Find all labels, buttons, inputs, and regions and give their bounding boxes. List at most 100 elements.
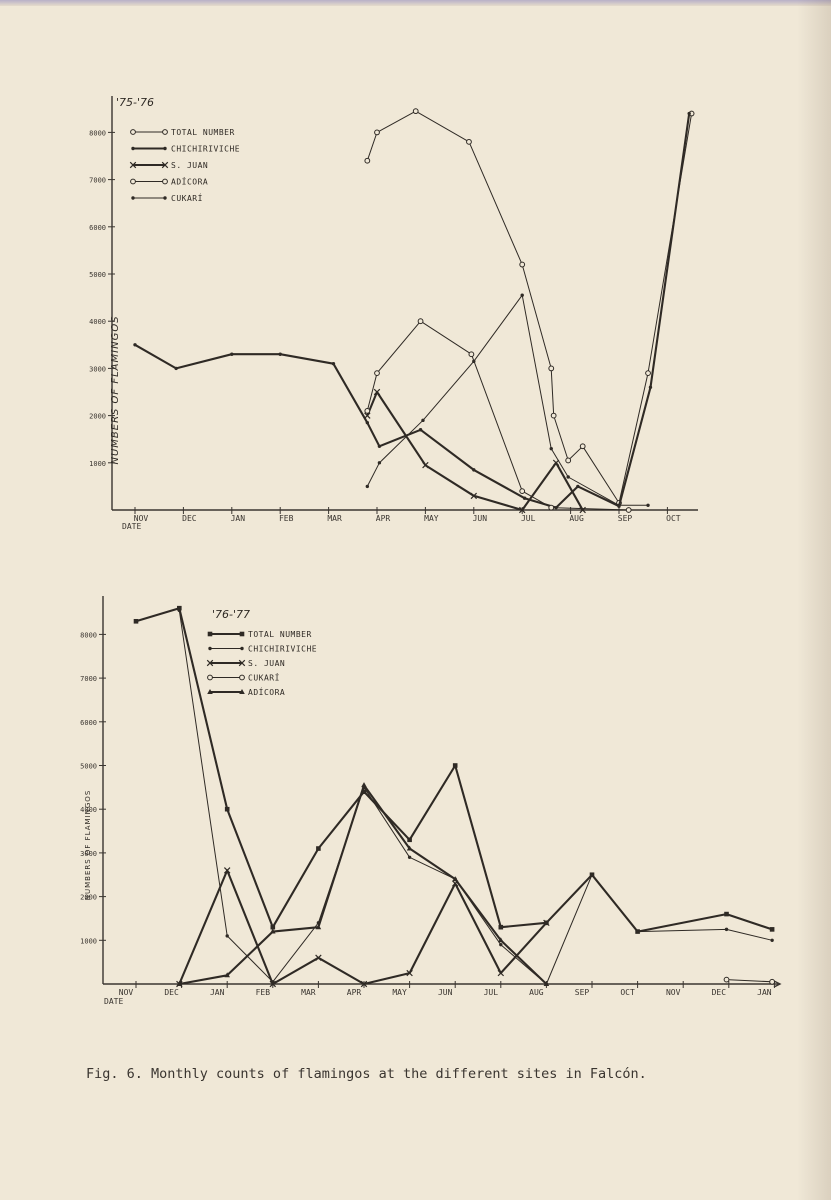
chart-top-x-tick-label: OCT <box>666 514 681 523</box>
chart-top-x-tick-label: APR <box>376 514 391 523</box>
chart-bottom-series-chichiriviche-point <box>499 942 503 947</box>
chart-top-series-total-number-point <box>645 370 651 377</box>
chart-top-legend-item-s-juan: S. JUAN <box>129 161 208 170</box>
chart-top-series-chichiriviche-point <box>472 468 476 472</box>
chart-top-legend-marker <box>161 161 169 169</box>
chart-top-x-tick-label: JUN <box>473 514 488 523</box>
chart-top-y-tick-label: 5000 <box>89 271 106 279</box>
chart-bottom-series-total-number-point <box>361 789 367 795</box>
chart-top-series-cukari-point <box>549 446 553 451</box>
chart-bottom-series-total-number-point <box>452 763 458 768</box>
chart-top-series-total-number-point <box>579 443 586 450</box>
chart-bottom-series-adicora-point <box>406 845 413 851</box>
chart-bottom-x-tick-label: JUL <box>484 988 499 997</box>
chart-top-series-s-juan-line <box>366 390 584 512</box>
chart-bottom-legend-label: TOTAL NUMBER <box>248 630 312 639</box>
chart-bottom-title: '76-'77 <box>212 608 250 621</box>
chart-bottom-x-tick-label: JAN <box>757 988 772 997</box>
chart-bottom-x-tick-label: OCT <box>620 988 635 997</box>
chart-top-series-s-juan-point <box>552 459 560 467</box>
chart-bottom-series-total-number-point <box>270 924 276 930</box>
chart-top-series-chichiriviche-point <box>331 361 336 366</box>
chart-top-series-s-juan-point <box>364 412 371 419</box>
chart-1976-77: 1000 2000 3000 4000 5000 6000 7000 8000 NOV DEC JA… <box>80 596 782 1006</box>
chart-top-y-tick-label: 3000 <box>89 365 106 373</box>
chart-top-series-adicora-point <box>548 504 555 511</box>
chart-bottom-legend-marker <box>208 646 212 651</box>
chart-top-legend-label: ADÍCORA <box>171 176 208 187</box>
chart-bottom-series-adicora <box>176 782 550 986</box>
chart-top-y-tick-label: 7000 <box>89 177 106 185</box>
chart-top-x-tick-label: MAR <box>327 514 342 523</box>
chart-bottom-series-adicora-point <box>361 782 367 788</box>
chart-top-legend-label: CUKARÍ <box>171 192 203 203</box>
chart-top-series-chichiriviche-point <box>418 428 423 432</box>
chart-bottom-legend-label: S. JUAN <box>248 659 285 668</box>
chart-top-series-total-number-point <box>374 129 380 136</box>
chart-top-series-cukari-point <box>617 503 621 507</box>
chart-bottom-x-tick-label: JUN <box>438 988 453 997</box>
chart-top-series-chichiriviche-point <box>522 496 527 500</box>
chart-bottom-x-tick-label: FEB <box>256 988 271 997</box>
chart-top-series-total-number-point <box>466 138 472 145</box>
chart-top-series-chichiriviche-point <box>576 484 580 489</box>
chart-bottom-x-tick-label: NOV <box>666 988 681 997</box>
chart-top-legend-label: S. JUAN <box>171 161 208 170</box>
chart-bottom-series-chichiriviche-point <box>770 938 774 942</box>
chart-bottom-x-tick-label: SEP <box>575 988 590 997</box>
chart-top-series-chichiriviche-point <box>278 352 282 356</box>
chart-top-series-cukari-line <box>366 294 648 506</box>
chart-bottom-legend-marker <box>240 646 244 651</box>
chart-bottom-series-s-juan-point <box>269 980 277 988</box>
chart-bottom-series-adicora-point <box>543 981 550 986</box>
chart-top-x-tick-label: MAY <box>424 514 439 523</box>
chart-top-x-tick-label: SEP <box>618 514 633 523</box>
chart-bottom-series-s-juan-point <box>543 919 550 927</box>
chart-top-series-cukari-point <box>377 461 382 465</box>
chart-bottom-x-tick-label: APR <box>347 988 362 997</box>
chart-top-series-cukari-point <box>646 503 650 507</box>
chart-bottom-y-tick-label: 4000 <box>80 806 97 814</box>
chart-top-series-adicora-point <box>364 407 371 414</box>
chart-bottom-series-adicora-point <box>315 924 322 930</box>
chart-bottom-x-tick-label: NOV <box>119 988 134 997</box>
chart-top-series-chichiriviche <box>133 111 691 510</box>
chart-top-legend-item-total-number: TOTAL NUMBER <box>130 128 234 137</box>
chart-top-series-total-number-point <box>519 261 526 268</box>
chart-top-series-total-number <box>364 108 695 506</box>
chart-bottom-legend-label: ADÍCORA <box>248 686 285 697</box>
chart-top-series-total-number-point <box>548 365 555 372</box>
chart-top-legend-marker <box>130 129 136 135</box>
chart-bottom-series-chichiriviche-point <box>177 608 182 613</box>
chart-top-series-chichiriviche-point <box>365 420 370 425</box>
chart-bottom-x-axis-title: DATE <box>104 997 123 1006</box>
chart-top-series-s-juan-point <box>470 492 478 500</box>
chart-bottom-legend-marker <box>239 631 245 637</box>
chart-bottom-series-adicora-point <box>452 876 458 882</box>
chart-bottom-x-axis-arrow <box>773 980 782 988</box>
chart-bottom-series-adicora-point <box>498 937 504 943</box>
chart-bottom-y-tick-label: 7000 <box>80 675 97 683</box>
chart-top-series-chichiriviche-line <box>134 113 691 509</box>
chart-top-series-s-juan-point <box>373 388 381 396</box>
chart-top-series-adicora-point <box>417 318 424 325</box>
chart-top-series-cukari-point <box>472 359 476 364</box>
chart-bottom-legend-marker <box>238 659 246 667</box>
chart-top-series-chichiriviche-point <box>174 366 178 371</box>
chart-bottom-series-total-number-point <box>724 911 729 917</box>
chart-top-legend-label: CHICHIRIVICHE <box>171 145 240 154</box>
chart-bottom-y-tick-label: 6000 <box>80 719 97 727</box>
chart-top-y-tick-label: 4000 <box>89 318 106 326</box>
chart-bottom-series-s-juan-point <box>497 969 505 977</box>
chart-bottom-series-s-juan-point <box>406 969 413 977</box>
chart-bottom-legend-item-s-juan: S. JUAN <box>206 659 285 668</box>
chart-top-series-s-juan-point <box>518 506 526 514</box>
chart-bottom-series-total-number-point <box>407 837 412 843</box>
chart-bottom-x-tick-label: AUG <box>529 988 544 997</box>
chart-top-series-adicora-point <box>625 507 632 513</box>
chart-top-y-tick-label: 1000 <box>89 460 106 468</box>
chart-bottom-series-cukari-line <box>726 979 773 983</box>
chart-top-x-tick-label: FEB <box>279 514 294 523</box>
chart-bottom-y-tick-label: 8000 <box>80 631 97 639</box>
